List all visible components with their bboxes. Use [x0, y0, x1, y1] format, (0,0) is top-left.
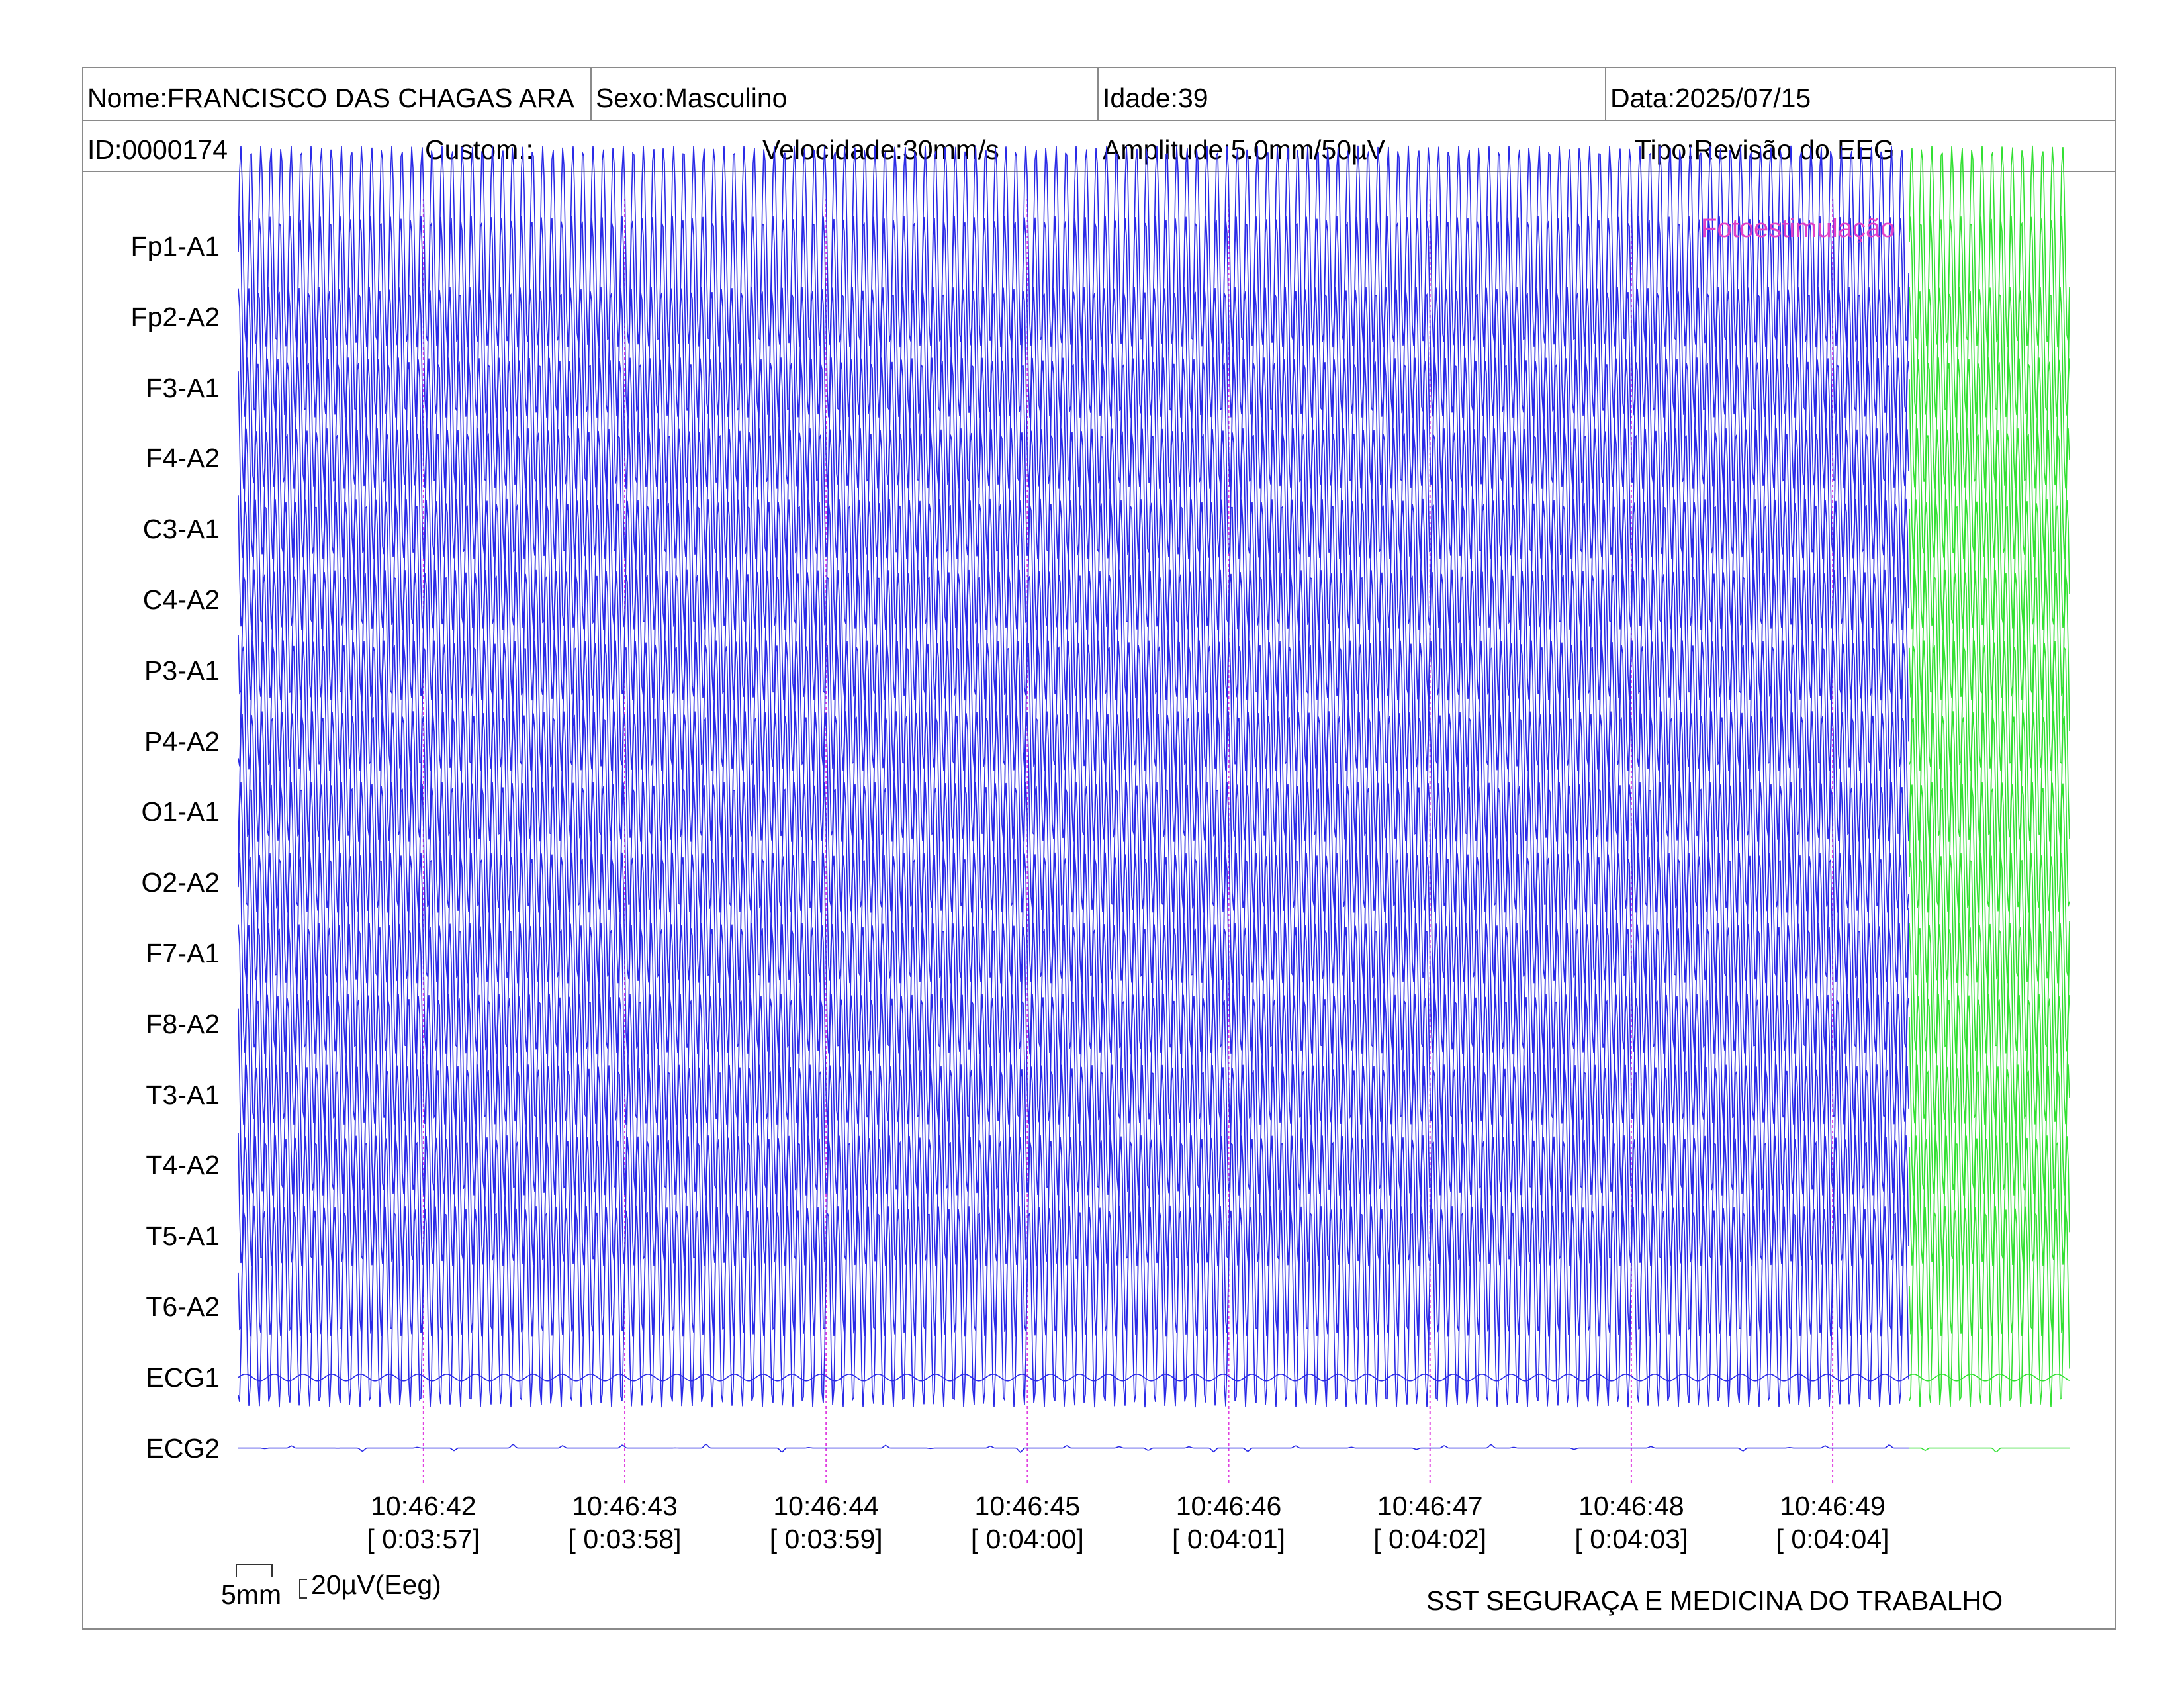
channel-label: F3-A1 [146, 372, 220, 403]
patient-id: ID:0000174 [87, 134, 228, 165]
time-tick-elapsed: [ 0:03:57] [367, 1524, 480, 1554]
channel-label: C3-A1 [142, 514, 220, 545]
channel-label: F4-A2 [146, 443, 220, 474]
channel-label: ECG1 [146, 1362, 220, 1393]
chart-frame [82, 67, 2116, 1630]
eeg-trace-stim-t4-a2 [1909, 1064, 2070, 1266]
channel-label: T4-A2 [146, 1150, 220, 1181]
time-tick-elapsed: [ 0:04:02] [1373, 1524, 1487, 1554]
eeg-trace-stim-c3-a1 [1909, 428, 2070, 630]
time-tick-clock: 10:46:43 [572, 1491, 678, 1521]
header-bottom-divider [82, 171, 2116, 172]
time-tick-elapsed: [ 0:04:03] [1574, 1524, 1688, 1554]
eeg-trace-stim-ecg2 [1909, 1447, 2070, 1453]
channel-label: C4-A2 [142, 585, 220, 615]
channel-label: O2-A2 [141, 867, 220, 898]
eeg-trace-fp2-a2 [238, 216, 1909, 418]
time-scale-label: 5mm [221, 1579, 282, 1610]
eeg-trace-ecg1 [238, 1373, 1909, 1382]
patient-name: Nome:FRANCISCO DAS CHAGAS ARA [87, 83, 574, 113]
time-tick-elapsed: [ 0:04:01] [1172, 1524, 1286, 1554]
time-tick-elapsed: [ 0:03:59] [769, 1524, 883, 1554]
channel-label: Fp2-A2 [130, 301, 220, 332]
channel-label: F8-A2 [146, 1008, 220, 1039]
time-tick-clock: 10:46:44 [773, 1491, 879, 1521]
time-tick-clock: 10:46:49 [1780, 1491, 1886, 1521]
time-tick-elapsed: [ 0:04:00] [970, 1524, 1084, 1554]
speed-setting: Velocidade:30mm/s [762, 134, 999, 165]
eeg-trace-stim-fp2-a2 [1909, 216, 2070, 418]
channel-label: O1-A1 [141, 796, 220, 827]
channel-label: T6-A2 [146, 1291, 220, 1322]
channel-label: F7-A1 [146, 938, 220, 968]
channel-label: T5-A1 [146, 1221, 220, 1252]
photic-stimulation-annotation: Fotoestimulação [1701, 214, 1895, 243]
eeg-trace-stim-t6-a2 [1909, 1205, 2070, 1408]
eeg-trace-t6-a2 [238, 1205, 1909, 1408]
eeg-trace-c3-a1 [238, 428, 1909, 630]
time-tick-clock: 10:46:42 [371, 1491, 477, 1521]
exam-date: Data:2025/07/15 [1610, 83, 1811, 113]
company-name: SST SEGURAÇA E MEDICINA DO TRABALHO [1426, 1585, 2003, 1616]
channel-label: ECG2 [146, 1432, 220, 1464]
eeg-trace-t4-a2 [238, 1064, 1909, 1266]
eeg-trace-stim-ecg1 [1909, 1373, 2070, 1382]
time-scale-bar [236, 1564, 273, 1577]
exam-type: Tipo:Revisão do EEG [1635, 134, 1895, 165]
eeg-trace-stim-p4-a2 [1909, 640, 2070, 842]
eeg-trace-f7-a1 [238, 852, 1909, 1055]
channel-label: P4-A2 [144, 726, 220, 757]
eeg-trace-stim-f7-a1 [1909, 853, 2070, 1054]
header-row-divider [82, 120, 2116, 121]
header-col-divider [1605, 67, 1606, 120]
patient-age: Idade:39 [1103, 83, 1208, 113]
amplitude-scale-label: 20µV(Eeg) [311, 1570, 441, 1600]
time-tick-clock: 10:46:46 [1175, 1491, 1282, 1521]
time-tick-clock: 10:46:45 [974, 1491, 1081, 1521]
header-col-divider [1097, 67, 1099, 120]
eeg-trace-stim-t5-a1 [1909, 1135, 2070, 1337]
time-tick-clock: 10:46:48 [1578, 1491, 1684, 1521]
patient-sex: Sexo:Masculino [596, 83, 788, 113]
channel-label: Fp1-A1 [130, 231, 220, 261]
eeg-trace-p4-a2 [238, 640, 1909, 842]
time-tick-elapsed: [ 0:04:04] [1776, 1524, 1889, 1554]
eeg-trace-ecg2 [238, 1444, 1909, 1454]
channel-label: P3-A1 [144, 655, 220, 686]
header-col-divider [590, 67, 592, 120]
time-tick-elapsed: [ 0:03:58] [568, 1524, 682, 1554]
time-tick-clock: 10:46:47 [1377, 1491, 1483, 1521]
channel-label: T3-A1 [146, 1079, 220, 1110]
amplitude-scale-bar [299, 1579, 307, 1599]
